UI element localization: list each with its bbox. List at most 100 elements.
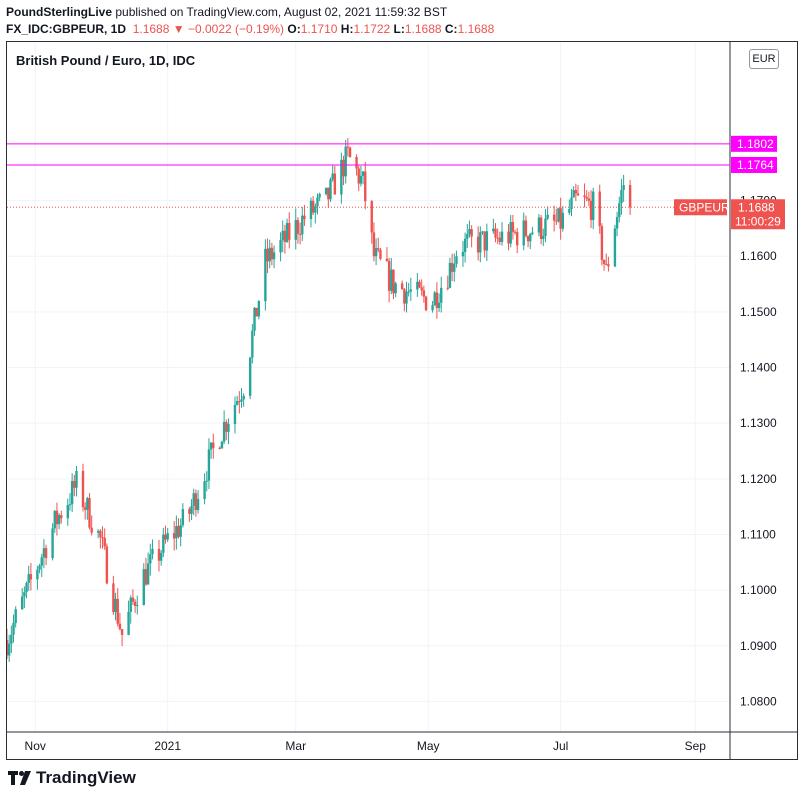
- candle[interactable]: [51, 523, 54, 561]
- candle[interactable]: [296, 217, 300, 244]
- candle[interactable]: [301, 206, 304, 242]
- candle[interactable]: [151, 539, 154, 560]
- candle[interactable]: [542, 228, 545, 247]
- candle[interactable]: [205, 471, 208, 492]
- candle[interactable]: [572, 186, 575, 198]
- candle[interactable]: [587, 191, 591, 207]
- currency-badge[interactable]: EUR: [749, 49, 779, 69]
- candle[interactable]: [101, 526, 104, 549]
- candle[interactable]: [253, 306, 256, 336]
- candle[interactable]: [175, 515, 178, 550]
- candle[interactable]: [7, 628, 9, 660]
- candle[interactable]: [144, 557, 148, 587]
- candle[interactable]: [68, 493, 72, 511]
- candle[interactable]: [264, 239, 267, 311]
- candle[interactable]: [546, 206, 549, 221]
- candle[interactable]: [270, 242, 274, 266]
- candle[interactable]: [409, 277, 413, 301]
- candle[interactable]: [455, 250, 458, 268]
- candle[interactable]: [390, 257, 393, 295]
- candle[interactable]: [498, 231, 502, 245]
- candle[interactable]: [222, 410, 226, 445]
- candle[interactable]: [507, 224, 510, 251]
- candle[interactable]: [607, 256, 610, 272]
- candle[interactable]: [531, 226, 534, 236]
- candle[interactable]: [164, 525, 167, 544]
- candle[interactable]: [392, 269, 395, 300]
- candle[interactable]: [179, 518, 182, 547]
- candle[interactable]: [238, 391, 241, 414]
- candle[interactable]: [496, 228, 499, 245]
- candle[interactable]: [227, 418, 230, 445]
- candle[interactable]: [422, 285, 426, 303]
- candle[interactable]: [66, 498, 69, 526]
- candle[interactable]: [212, 433, 215, 459]
- candle[interactable]: [559, 197, 562, 240]
- candle[interactable]: [142, 563, 145, 606]
- candle[interactable]: [103, 528, 106, 550]
- candle[interactable]: [303, 204, 306, 226]
- candle[interactable]: [190, 499, 193, 521]
- candle[interactable]: [12, 614, 15, 643]
- candle[interactable]: [526, 235, 530, 248]
- candle[interactable]: [370, 199, 373, 244]
- candle[interactable]: [192, 488, 195, 516]
- candle[interactable]: [450, 253, 454, 282]
- candle[interactable]: [248, 356, 252, 400]
- candle[interactable]: [220, 440, 224, 449]
- candle[interactable]: [196, 490, 200, 514]
- candle[interactable]: [188, 507, 191, 522]
- candle[interactable]: [372, 222, 376, 262]
- candle[interactable]: [557, 207, 560, 223]
- candle[interactable]: [585, 190, 588, 202]
- candle[interactable]: [42, 539, 46, 569]
- candle[interactable]: [25, 581, 28, 599]
- candle[interactable]: [446, 275, 449, 291]
- candle[interactable]: [511, 215, 515, 240]
- candle[interactable]: [453, 253, 456, 282]
- candle[interactable]: [324, 187, 328, 196]
- candle[interactable]: [400, 280, 404, 290]
- candle[interactable]: [88, 493, 91, 530]
- candle[interactable]: [374, 238, 378, 266]
- candle[interactable]: [112, 575, 115, 615]
- candle[interactable]: [539, 215, 543, 245]
- candle[interactable]: [207, 438, 211, 490]
- candle[interactable]: [177, 518, 180, 539]
- candle[interactable]: [470, 225, 473, 248]
- candle[interactable]: [166, 527, 169, 542]
- candle[interactable]: [344, 139, 347, 184]
- candle[interactable]: [235, 395, 239, 406]
- candle[interactable]: [159, 550, 163, 566]
- candle[interactable]: [509, 215, 512, 248]
- candle[interactable]: [240, 388, 243, 408]
- candle[interactable]: [133, 599, 137, 613]
- candle[interactable]: [86, 496, 89, 520]
- candle[interactable]: [116, 588, 119, 627]
- candle[interactable]: [314, 203, 317, 224]
- candle[interactable]: [461, 241, 465, 267]
- candle[interactable]: [605, 253, 608, 266]
- candle[interactable]: [316, 193, 319, 215]
- candle[interactable]: [327, 187, 330, 208]
- candle[interactable]: [568, 199, 571, 216]
- candle[interactable]: [555, 208, 558, 225]
- candle[interactable]: [288, 212, 291, 249]
- candle[interactable]: [466, 224, 469, 248]
- candle[interactable]: [329, 177, 332, 202]
- candle[interactable]: [379, 248, 382, 261]
- candle[interactable]: [416, 273, 419, 297]
- candle[interactable]: [298, 222, 302, 245]
- candle[interactable]: [279, 232, 282, 262]
- candle[interactable]: [431, 300, 434, 313]
- candle[interactable]: [529, 232, 532, 250]
- candle[interactable]: [333, 165, 337, 195]
- tradingview-logo[interactable]: TradingView: [8, 768, 136, 788]
- candle[interactable]: [257, 300, 261, 320]
- candle[interactable]: [440, 276, 443, 313]
- candle[interactable]: [583, 183, 586, 208]
- candle[interactable]: [500, 222, 504, 246]
- candle[interactable]: [57, 513, 61, 530]
- candle[interactable]: [437, 293, 441, 312]
- candle[interactable]: [38, 563, 41, 574]
